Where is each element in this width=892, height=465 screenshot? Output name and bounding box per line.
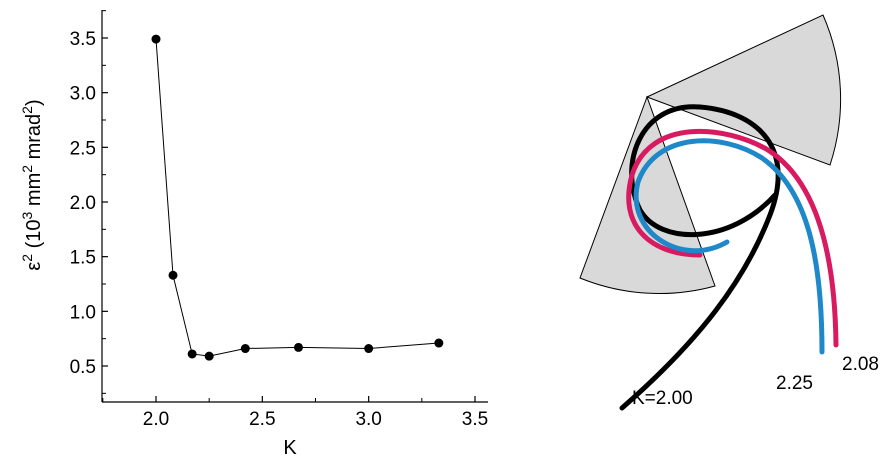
axis-ticks: 2.0 2.5 3.0 3.5 0.5 1.0 1.5 2.0 2.5 3.0 3.5	[70, 10, 488, 430]
trajectory-k208	[626, 128, 839, 348]
data-point	[168, 270, 178, 280]
y-title-sup1: 2	[19, 254, 35, 262]
trajectory-diagram: K=2.00 2.25 2.08	[579, 14, 879, 411]
lower-magnet-sector	[579, 95, 716, 295]
y-title-open: (10	[23, 219, 45, 253]
x-tick-label: 2.5	[249, 409, 275, 430]
label-k208: 2.08	[842, 354, 879, 375]
data-point	[151, 34, 161, 44]
data-point	[240, 344, 250, 354]
data-points	[151, 34, 444, 361]
trajectory-k225	[633, 138, 825, 355]
label-k200: K=2.00	[632, 388, 693, 409]
y-tick-label: 0.5	[70, 357, 96, 378]
data-point	[364, 344, 374, 354]
y-tick-label: 3.5	[70, 29, 96, 50]
y-tick-label: 2.0	[70, 193, 96, 214]
data-point	[187, 349, 197, 359]
y-tick-label: 2.5	[70, 138, 96, 159]
x-tick-label: 2.0	[143, 409, 169, 430]
emittance-plot: 2.0 2.5 3.0 3.50.51.01.52.02.53.03.5 K ε2 (…	[19, 10, 488, 459]
y-title-sup3: 2	[19, 165, 35, 173]
y-title-mm: mm	[23, 173, 45, 212]
data-point	[293, 342, 303, 352]
y-axis-title: ε2 (103 mm2 mrad2)	[19, 99, 45, 270]
x-axis-title: K	[283, 437, 297, 459]
data-point	[434, 338, 444, 348]
y-title-mrad: mrad	[23, 114, 45, 165]
y-tick-label: 1.5	[70, 248, 96, 269]
data-point	[204, 351, 214, 361]
y-title-sup4: 2	[19, 106, 35, 114]
y-title-symbol: ε	[23, 262, 45, 271]
y-title-close: )	[23, 99, 45, 106]
y-tick-label: 3.0	[70, 84, 96, 105]
y-tick-label: 1.0	[70, 302, 96, 323]
y-title-sup2: 3	[19, 211, 35, 219]
label-k225: 2.25	[776, 373, 813, 394]
series-line	[155, 39, 439, 357]
trajectory-k200	[619, 104, 781, 411]
x-tick-label: 3.0	[355, 409, 381, 430]
upper-magnet-sector	[645, 14, 842, 166]
x-tick-label: 3.5	[462, 409, 488, 430]
